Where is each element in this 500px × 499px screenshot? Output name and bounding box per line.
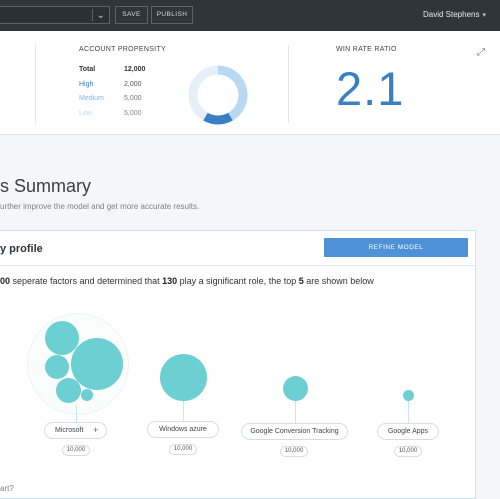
factor-pill-google-conversion-tracking[interactable]: Google Conversion Tracking [241, 423, 348, 440]
account-propensity-title: ACCOUNT PROPENSITY [79, 46, 166, 53]
metrics-panel: ACCOUNT PROPENSITY Total 12,000 High 2,0… [0, 31, 500, 135]
propensity-label-total: Total [79, 66, 96, 73]
user-name: David Stephens [423, 10, 480, 19]
factor-bubble[interactable] [403, 390, 414, 401]
factor-bubble[interactable] [81, 389, 93, 401]
factor-bubble[interactable] [283, 376, 308, 401]
propensity-label-low: Low [79, 110, 92, 117]
desc-count-top: 5 [298, 276, 304, 286]
desc-count-total: 00 [0, 276, 11, 286]
desc-text-3: are shown below [303, 276, 374, 286]
profile-card: y profile REFINE MODEL 00 seperate facto… [0, 230, 476, 499]
bubble-stem [76, 405, 77, 423]
save-button[interactable]: SAVE [115, 6, 148, 24]
card-title: y profile [0, 243, 43, 255]
factor-bubble[interactable] [160, 354, 207, 401]
factor-count: 10,000 [394, 446, 422, 457]
refine-model-button[interactable]: REFINE MODEL [324, 238, 468, 257]
factor-count: 10,000 [280, 446, 308, 457]
propensity-value-high: 2,000 [124, 81, 142, 88]
factors-description: 00 seperate factors and determined that … [0, 276, 374, 286]
factor-count: 10,000 [62, 445, 90, 456]
add-icon[interactable]: + [93, 425, 99, 435]
divider [288, 45, 289, 123]
factor-pill-microsoft[interactable]: Microsoft [44, 422, 107, 439]
summary-title: s Summary [0, 176, 92, 196]
dropdown-separator [92, 9, 93, 21]
card-divider [0, 265, 476, 266]
chevron-down-icon: ⌄ [96, 10, 105, 21]
expand-icon[interactable]: ⤢ [477, 47, 485, 58]
bubble-stem [295, 401, 296, 423]
propensity-value-low: 5,000 [124, 110, 142, 117]
factor-bubble[interactable] [45, 321, 79, 355]
factor-bubble[interactable] [71, 338, 123, 390]
propensity-value-total: 12,000 [124, 66, 146, 73]
top-bar: ⌄ SAVE PUBLISH David Stephens ▾ [0, 0, 500, 31]
publish-button[interactable]: PUBLISH [151, 6, 193, 24]
desc-text-1: seperate factors and determined that [10, 276, 163, 286]
propensity-donut-chart [188, 65, 248, 125]
factor-bubble[interactable] [56, 378, 81, 403]
model-dropdown[interactable]: ⌄ [0, 6, 110, 24]
factor-count: 10,000 [169, 444, 197, 455]
factor-name: Windows azure [159, 426, 207, 433]
factor-bubble[interactable] [45, 355, 69, 379]
summary-subtitle: urther improve the model and get more ac… [0, 202, 200, 211]
user-menu[interactable]: David Stephens ▾ [423, 10, 486, 19]
propensity-label-medium: Medium [79, 95, 104, 102]
propensity-value-medium: 5,000 [124, 95, 142, 102]
win-rate-value: 2.1 [336, 62, 405, 115]
donut-segment-medium [217, 65, 248, 121]
caret-down-icon: ▾ [482, 12, 486, 19]
factor-pill-windows-azure[interactable]: Windows azure [147, 421, 219, 438]
bubble-stem [408, 401, 409, 423]
footer-question: art? [0, 484, 14, 493]
donut-segment-high [203, 112, 233, 125]
win-rate-title: WIN RATE RATIO [336, 46, 397, 53]
factor-pill-google-apps[interactable]: Google Apps [377, 423, 439, 440]
desc-count-significant: 130 [162, 276, 178, 286]
desc-text-2: play a significant role, the top [177, 276, 299, 286]
bubble-stem [183, 401, 184, 421]
propensity-label-high: High [79, 81, 94, 88]
divider [35, 45, 36, 123]
factor-name: Google Conversion Tracking [250, 428, 339, 435]
factor-name: Microsoft [55, 427, 84, 434]
factor-name: Google Apps [387, 428, 429, 435]
